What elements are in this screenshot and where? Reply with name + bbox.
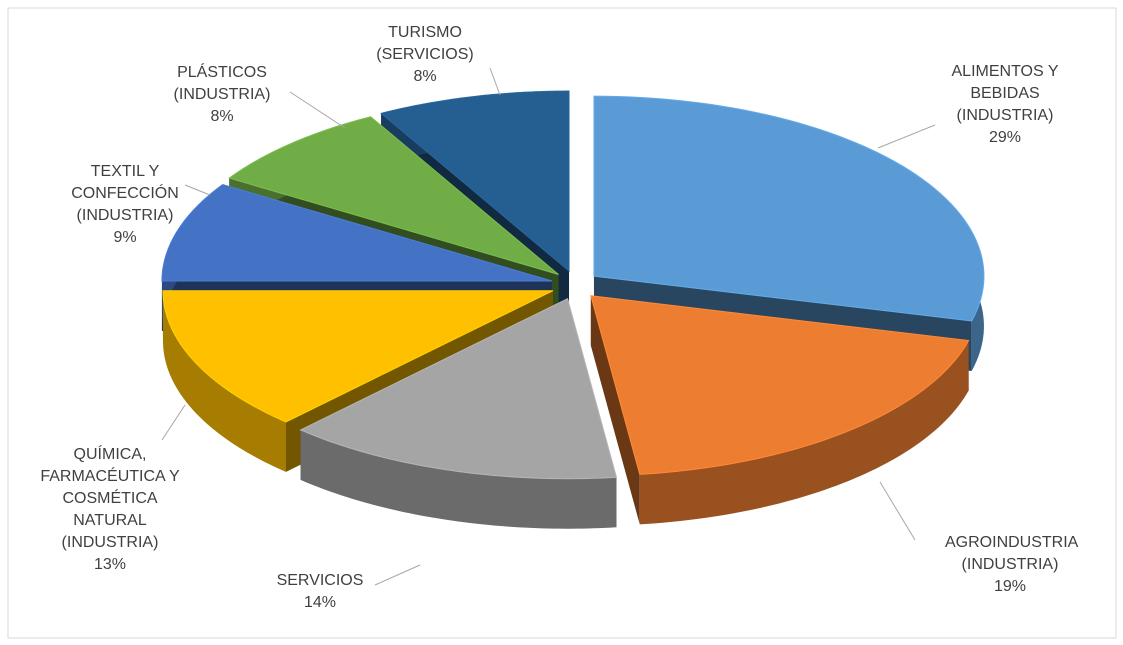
value-label: 13% [93, 556, 127, 573]
category-label: PLÁSTICOS (INDUSTRIA) [173, 64, 271, 103]
slice [299, 297, 618, 480]
slice [162, 290, 554, 423]
slice-side [639, 340, 969, 525]
data-label: SERVICIOS 14% [255, 570, 385, 614]
slice [590, 295, 970, 525]
slice-side [300, 429, 617, 529]
category-label: TEXTIL Y CONFECCIÓN (INDUSTRIA) [71, 163, 179, 224]
leader-line [879, 481, 916, 541]
leader-line [877, 124, 936, 149]
slice [299, 297, 618, 529]
category-label: TURISMO (SERVICIOS) [376, 24, 474, 63]
slice [161, 183, 553, 282]
data-label: ALIMENTOS Y BEBIDAS (INDUSTRIA) 29% [940, 61, 1070, 149]
data-label: PLÁSTICOS (INDUSTRIA) 8% [157, 62, 287, 128]
leader-line [374, 564, 421, 586]
slice-side [590, 295, 640, 525]
slice [228, 116, 559, 275]
slice [590, 295, 970, 475]
leader-line [489, 67, 501, 96]
category-label: AGROINDUSTRIA (INDUSTRIA) [945, 534, 1079, 573]
leader-line [161, 404, 186, 441]
chart-border [7, 7, 1117, 639]
category-label: SERVICIOS [276, 572, 364, 589]
slice-side [162, 290, 287, 472]
leader-line [184, 184, 211, 196]
slice [380, 90, 570, 273]
value-label: 8% [210, 108, 234, 125]
category-label: ALIMENTOS Y BEBIDAS (INDUSTRIA) [951, 63, 1059, 124]
value-label: 14% [303, 594, 337, 611]
data-label: TEXTIL Y CONFECCIÓN (INDUSTRIA) 9% [60, 161, 190, 249]
slice [593, 95, 985, 322]
leader-line [289, 91, 346, 129]
value-label: 8% [413, 68, 437, 85]
data-label: QUÍMICA, FARMACÉUTICA Y COSMÉTICA NATURA… [35, 444, 185, 576]
category-label: QUÍMICA, FARMACÉUTICA Y COSMÉTICA NATURA… [40, 446, 180, 551]
data-label: TURISMO (SERVICIOS) 8% [360, 22, 490, 88]
value-label: 19% [993, 578, 1027, 595]
data-label: AGROINDUSTRIA (INDUSTRIA) 19% [945, 532, 1079, 598]
value-label: 29% [988, 129, 1022, 146]
value-label: 9% [113, 229, 137, 246]
